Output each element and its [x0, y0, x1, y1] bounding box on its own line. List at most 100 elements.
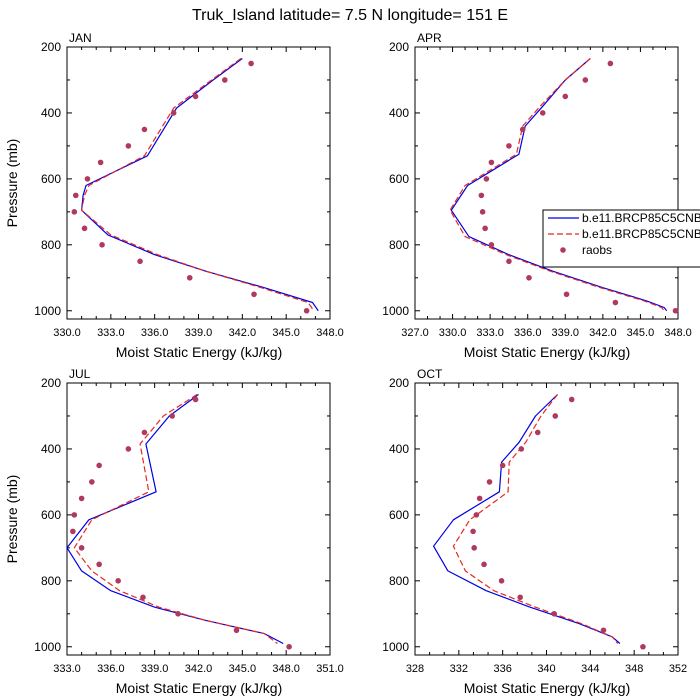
- legend-label-model1: b.e11.BRCP85C5CNBDRD: [582, 211, 700, 225]
- obs-point: [286, 643, 292, 650]
- obs-point: [248, 60, 254, 67]
- legend-label-obs: raobs: [582, 243, 612, 257]
- obs-point: [89, 479, 95, 485]
- obs-point: [612, 299, 619, 306]
- model1-line: [66, 394, 284, 645]
- axis-ticks: [414, 46, 679, 319]
- x-tick-label: 342.0: [589, 327, 617, 339]
- y-tick-label: 400: [389, 106, 409, 120]
- obs-point: [479, 209, 486, 215]
- x-tick-label: 336.0: [141, 327, 169, 339]
- panel-jan: JAN Moist Static Energy (kJ/kg) Pressure…: [4, 31, 344, 360]
- obs-point: [71, 512, 78, 518]
- obs-point: [169, 413, 175, 419]
- series-group: [71, 58, 319, 314]
- y-axis-label: Pressure (mb): [4, 475, 20, 564]
- model2-line: [73, 393, 278, 644]
- obs-point: [517, 594, 523, 601]
- obs-point: [488, 159, 495, 166]
- obs-point: [222, 77, 228, 83]
- y-tick-label: 200: [41, 376, 61, 390]
- x-tick-label: 345.0: [229, 663, 257, 675]
- obs-point: [115, 578, 121, 584]
- x-axis-label: Moist Static Energy (kJ/kg): [464, 344, 631, 360]
- obs-point: [552, 413, 559, 419]
- model1-line: [433, 394, 621, 644]
- legend-box: [542, 209, 700, 268]
- obs-point: [506, 258, 512, 265]
- panel-title: JAN: [69, 31, 92, 45]
- x-tick-label: 348.0: [316, 327, 344, 339]
- obs-point: [125, 446, 132, 452]
- y-tick-labels: 200 400 600 800 1000: [382, 40, 409, 318]
- x-tick-label: 339.0: [552, 327, 580, 339]
- model2-line: [449, 58, 665, 312]
- obs-point: [78, 545, 85, 551]
- x-tick-label: 352: [669, 663, 687, 675]
- x-tick-label: 332: [450, 663, 468, 675]
- x-tick-label: 333.0: [53, 663, 81, 675]
- model1-line: [80, 58, 319, 312]
- obs-point: [470, 528, 476, 535]
- y-tick-labels: 200 400 600 800 1000: [34, 376, 61, 654]
- x-tick-label: 351.0: [316, 663, 344, 675]
- obs-point: [672, 307, 679, 314]
- obs-point: [96, 462, 102, 469]
- obs-point: [251, 291, 257, 298]
- obs-point: [81, 225, 88, 232]
- y-tick-labels: 200 400 600 800 1000: [34, 40, 61, 318]
- obs-point: [534, 429, 541, 436]
- obs-point: [192, 93, 199, 100]
- obs-point: [563, 291, 570, 298]
- obs-point: [303, 307, 310, 314]
- obs-point: [476, 495, 483, 502]
- obs-point: [486, 479, 493, 485]
- obs-point: [99, 242, 105, 248]
- obs-point: [539, 110, 546, 116]
- y-tick-label: 400: [41, 442, 61, 456]
- obs-point: [478, 192, 485, 199]
- obs-point: [96, 561, 102, 568]
- x-tick-label: 339.0: [185, 327, 213, 339]
- legend-label-model2: b.e11.BRCP85C5CNBDRD: [582, 227, 700, 241]
- y-tick-label: 600: [389, 172, 409, 186]
- x-tick-label: 348.0: [272, 663, 300, 675]
- x-tick-labels: 330.0 333.0 336.0 339.0 342.0 345.0 348.0: [53, 327, 344, 339]
- obs-point: [607, 60, 614, 67]
- y-tick-label: 200: [389, 376, 409, 390]
- y-tick-label: 200: [389, 40, 409, 54]
- model2-line: [80, 58, 315, 312]
- plot-frame: [66, 382, 331, 656]
- y-tick-label: 800: [389, 574, 409, 588]
- x-tick-labels: 333.0 336.0 339.0 342.0 345.0 348.0 351.0: [53, 663, 344, 675]
- y-tick-label: 1000: [34, 640, 61, 654]
- obs-point: [640, 643, 646, 650]
- x-tick-label: 336.0: [514, 327, 542, 339]
- y-tick-label: 600: [389, 508, 409, 522]
- y-tick-label: 1000: [382, 640, 409, 654]
- obs-point: [140, 594, 146, 601]
- series-group: [433, 394, 646, 650]
- obs-point: [233, 627, 240, 634]
- panel-title: JUL: [69, 367, 91, 381]
- obs-point: [78, 495, 85, 502]
- x-tick-label: 336.0: [97, 663, 125, 675]
- y-tick-label: 1000: [382, 304, 409, 318]
- obs-point: [519, 126, 526, 133]
- obs-point: [526, 274, 532, 281]
- axis-ticks: [414, 382, 679, 655]
- obs-point: [473, 512, 480, 518]
- obs-point: [471, 545, 477, 551]
- obs-point: [70, 528, 76, 535]
- model2-line: [452, 394, 619, 644]
- y-tick-label: 400: [389, 442, 409, 456]
- obs-point: [141, 126, 148, 133]
- obs-point: [72, 192, 79, 199]
- y-tick-label: 200: [41, 40, 61, 54]
- x-tick-label: 330.0: [53, 327, 81, 339]
- x-tick-label: 328: [406, 663, 424, 675]
- y-tick-label: 400: [41, 106, 61, 120]
- obs-point: [551, 610, 557, 617]
- obs-point: [506, 143, 512, 149]
- x-tick-label: 344: [581, 663, 599, 675]
